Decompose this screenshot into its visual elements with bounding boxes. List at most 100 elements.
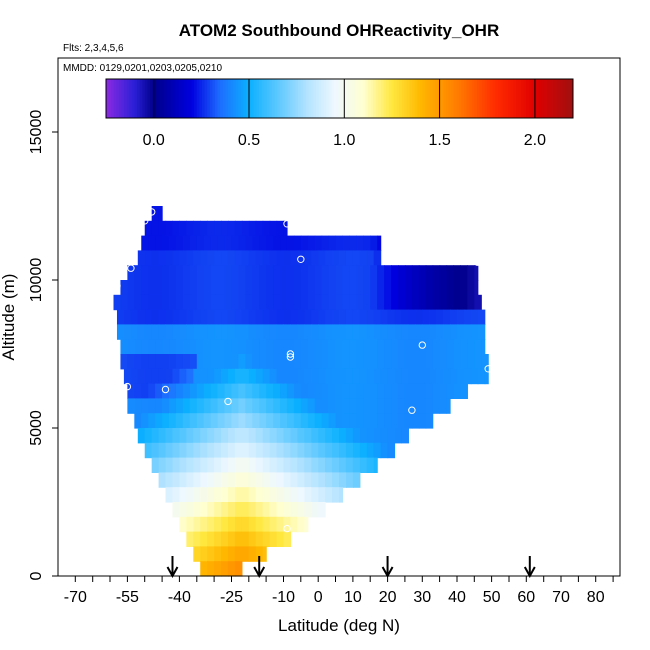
heatmap-cell (387, 324, 396, 340)
heatmap-cell (224, 383, 233, 399)
heatmap-cell (436, 309, 444, 325)
colorbar-strip (230, 79, 234, 118)
colorbar-strip (500, 79, 504, 118)
heatmap-cell (415, 309, 423, 325)
heatmap-cell (325, 457, 333, 473)
heatmap-cell (162, 413, 170, 429)
colorbar-strip (152, 79, 156, 118)
heatmap-cell (259, 398, 267, 414)
observation-point (224, 397, 232, 406)
heatmap-cell (387, 368, 396, 385)
colorbar-strip (225, 79, 229, 118)
heatmap-cell (425, 413, 434, 429)
heatmap-cell (401, 324, 409, 340)
heatmap-cell (207, 516, 215, 533)
colorbar-strip (497, 79, 501, 118)
heatmap-cell (227, 487, 236, 503)
heatmap-cell (359, 368, 368, 385)
heatmap-cell (189, 235, 198, 251)
heatmap-cell (203, 413, 212, 429)
heatmap-cell (221, 368, 229, 385)
heatmap-cell (328, 280, 337, 296)
heatmap-cell (137, 428, 146, 444)
colorbar-strip (469, 79, 473, 118)
heatmap-cell (370, 339, 378, 355)
heatmap-cell (404, 280, 413, 296)
colorbar-strip (448, 79, 452, 118)
heatmap-cell (155, 413, 163, 429)
colorbar-strip (106, 79, 110, 118)
heatmap-cell (186, 442, 194, 459)
heatmap-cell (172, 250, 181, 266)
heatmap-cell (377, 235, 382, 251)
heatmap-cell (238, 398, 246, 414)
colorbar-strip (528, 79, 532, 118)
heatmap-cell (311, 309, 319, 325)
colorbar-strip (121, 79, 125, 118)
heatmap-cell (453, 354, 462, 370)
heatmap-cell (283, 309, 292, 325)
heatmap-cell (238, 383, 246, 399)
heatmap-cell (241, 442, 250, 459)
heatmap-cell (262, 502, 271, 518)
heatmap-cell (162, 235, 170, 251)
heatmap-cell (172, 309, 181, 325)
heatmap-cell (311, 324, 319, 340)
heatmap-cell (203, 383, 212, 399)
heatmap-cell (127, 280, 135, 296)
heatmap-cell (318, 502, 326, 518)
heatmap-cell (300, 354, 309, 370)
colorbar-strip (484, 79, 488, 118)
colorbar-strip (186, 79, 190, 118)
heatmap-cell (377, 383, 385, 399)
x-tick-label: 60 (517, 589, 535, 606)
colorbar-strip (222, 79, 226, 118)
heatmap-cell (214, 442, 222, 459)
heatmap-cell (141, 339, 149, 355)
heatmap-cell (314, 294, 323, 311)
heatmap-cell (307, 294, 316, 311)
heatmap-cell (342, 398, 351, 414)
heatmap-cell (293, 339, 302, 355)
heatmap-cell (203, 354, 212, 370)
colorbar-strip (518, 79, 522, 118)
heatmap-cell (321, 280, 330, 296)
heatmap-cell (203, 294, 212, 311)
y-tick-label: 10000 (28, 258, 45, 303)
heatmap-cell (439, 265, 448, 281)
colorbar-strip (547, 79, 551, 118)
colorbar-strip (134, 79, 138, 118)
heatmap-cell (134, 280, 142, 296)
heatmap-cell (224, 265, 233, 281)
heatmap-cell (120, 294, 128, 311)
heatmap-cell (359, 457, 368, 473)
heatmap-cell (286, 280, 295, 296)
heatmap-cell (151, 309, 160, 325)
heatmap-cell (148, 280, 156, 296)
heatmap-cell (148, 413, 156, 429)
heatmap-cell (349, 280, 357, 296)
heatmap-cell (155, 280, 163, 296)
colorbar-strip (150, 79, 154, 118)
heatmap-cell (255, 502, 264, 518)
heatmap-cell (345, 324, 354, 340)
colorbar-strip (344, 79, 348, 118)
heatmap-cell (380, 442, 389, 459)
colorbar-strip (116, 79, 120, 118)
heatmap-cell (377, 413, 385, 429)
heatmap-cell (321, 339, 330, 355)
heatmap-cell (370, 265, 378, 281)
heatmap-cell (318, 472, 326, 488)
heatmap-cell (429, 368, 437, 385)
heatmap-cell (255, 457, 264, 473)
heatmap-cell (262, 472, 271, 488)
heatmap-cell (255, 220, 264, 237)
heatmap-cell (318, 250, 326, 266)
heatmap-cell (474, 280, 479, 296)
colorbar-strip (523, 79, 527, 118)
heatmap-cell (460, 294, 468, 311)
heatmap-cell (179, 487, 187, 503)
heatmap-cell (255, 472, 264, 488)
heatmap-cell (432, 339, 441, 355)
colorbar-frame (105, 78, 574, 119)
